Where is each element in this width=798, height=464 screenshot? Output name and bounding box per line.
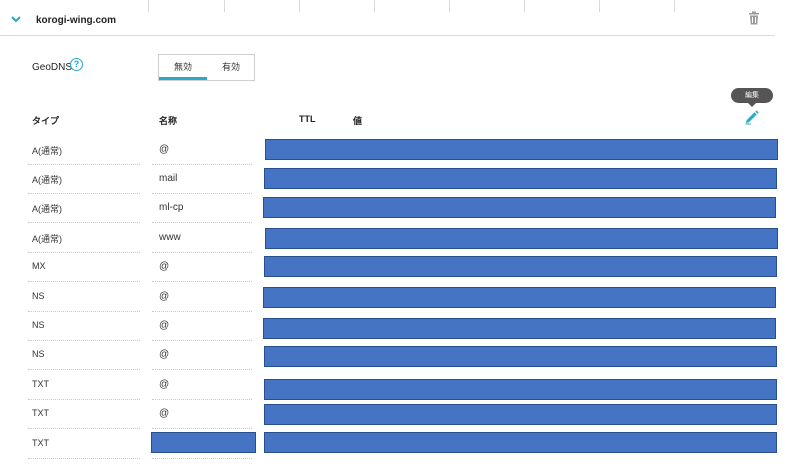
record-row[interactable]: TXT @	[28, 371, 778, 400]
record-type: A(通常)	[32, 146, 62, 156]
trash-icon[interactable]	[748, 11, 760, 25]
record-name: @	[159, 349, 170, 360]
record-name: @	[159, 261, 170, 272]
record-name: ml-cp	[159, 202, 184, 213]
column-ttl: TTL	[299, 114, 316, 124]
record-type: TXT	[32, 379, 49, 389]
geodns-label: GeoDNS	[32, 62, 73, 73]
record-type: NS	[32, 291, 45, 301]
record-row[interactable]: TXT @	[28, 400, 778, 429]
record-row[interactable]: A(通常) www	[28, 224, 778, 253]
record-type: A(通常)	[32, 204, 62, 214]
record-type: NS	[32, 349, 45, 359]
record-type: A(通常)	[32, 234, 62, 244]
record-row[interactable]: NS @	[28, 283, 778, 312]
redacted-value	[265, 228, 778, 249]
record-type: TXT	[32, 408, 49, 418]
record-name: mail	[159, 173, 178, 184]
domain-title: korogi-wing.com	[36, 15, 116, 26]
record-row[interactable]: A(通常) mail	[28, 165, 778, 194]
record-row[interactable]: A(通常) @	[28, 136, 778, 165]
edit-tooltip: 編集	[731, 88, 773, 107]
redacted-value	[264, 346, 777, 367]
top-column-borders	[0, 0, 798, 12]
column-value: 値	[353, 116, 363, 126]
chevron-down-icon[interactable]	[10, 14, 22, 24]
pencil-icon[interactable]	[744, 110, 759, 125]
record-row[interactable]: A(通常) ml-cp	[28, 194, 778, 223]
record-row[interactable]: NS @	[28, 312, 778, 341]
redacted-value	[264, 168, 777, 189]
help-icon[interactable]: ?	[70, 58, 83, 71]
domain-header[interactable]: korogi-wing.com	[0, 10, 775, 36]
record-name: @	[159, 408, 170, 419]
redacted-name	[151, 432, 256, 453]
record-type: A(通常)	[32, 175, 62, 185]
record-row[interactable]: NS @	[28, 341, 778, 370]
redacted-value	[264, 432, 777, 453]
redacted-value	[264, 256, 777, 277]
record-row[interactable]: MX @	[28, 253, 778, 282]
record-type: MX	[32, 261, 46, 271]
redacted-value	[264, 379, 777, 400]
record-name: @	[159, 291, 170, 302]
geodns-option-on[interactable]: 有効	[221, 62, 240, 72]
record-name: @	[159, 379, 170, 390]
record-name: @	[159, 144, 170, 155]
record-name: @	[159, 320, 170, 331]
geodns-toggle[interactable]: 無効 有効	[158, 54, 255, 81]
redacted-value	[264, 404, 777, 425]
redacted-value	[263, 287, 776, 308]
column-name: 名称	[159, 116, 178, 126]
redacted-value	[263, 197, 776, 218]
record-row[interactable]: TXT	[28, 430, 778, 459]
column-type: タイプ	[32, 116, 60, 126]
geodns-option-off[interactable]: 無効	[159, 55, 207, 80]
redacted-value	[263, 318, 776, 339]
record-type: TXT	[32, 438, 49, 448]
record-type: NS	[32, 320, 45, 330]
record-name: www	[159, 232, 181, 243]
redacted-value	[265, 139, 778, 160]
